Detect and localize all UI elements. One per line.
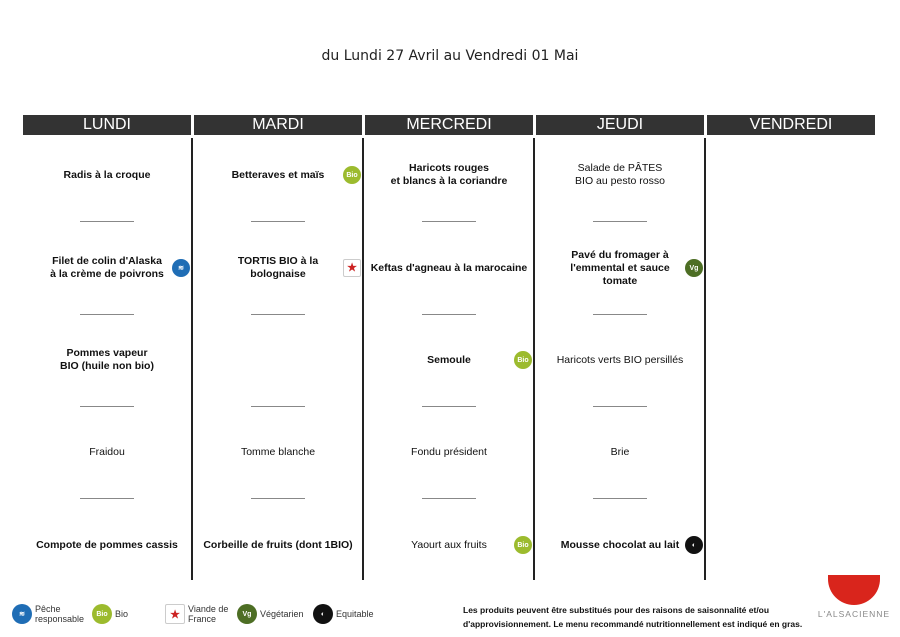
separator: [593, 498, 647, 499]
separator: [251, 406, 305, 407]
separator: [593, 314, 647, 315]
separator: [80, 406, 134, 407]
menu-item-text: Yaourt aux fruits: [411, 538, 487, 551]
menu-item: Betteraves et maïs Bio: [194, 155, 362, 195]
logo-mark: [828, 575, 880, 605]
menu-item-text: Compote de pommes cassis: [36, 538, 178, 551]
menu-item: Yaourt aux fruits Bio: [365, 525, 533, 565]
separator: [251, 498, 305, 499]
legend-label: Bio: [115, 609, 129, 619]
column-divider: [191, 138, 193, 580]
separator: [80, 498, 134, 499]
menu-item: Tomme blanche: [194, 432, 362, 472]
menu-item: Pavé du fromager à l'emmental et sauce t…: [536, 248, 704, 288]
menu-item: TORTIS BIO à la bolognaise ★: [194, 248, 362, 288]
legend-item-bio: Bio Bio: [92, 604, 128, 624]
column-divider: [362, 138, 364, 580]
legend-item-equi: ◐ Equitable: [313, 604, 374, 624]
menu-item-text: Pommes vapeur BIO (huile non bio): [60, 347, 154, 372]
bio-icon: Bio: [343, 166, 361, 184]
legend-item-vf: ★ Viande de France: [165, 604, 228, 624]
separator: [422, 221, 476, 222]
menu-item-text: Tomme blanche: [240, 445, 316, 458]
vege-icon: Vg: [237, 604, 257, 624]
menu-item-text: Filet de colin d'Alaska à la crème de po…: [50, 255, 164, 280]
disclaimer-note: Les produits peuvent être substitués pou…: [463, 605, 803, 629]
menu-item-text: Haricots verts BIO persillés: [556, 353, 684, 366]
separator: [80, 314, 134, 315]
menu-item: Pommes vapeur BIO (huile non bio): [23, 340, 191, 380]
day-header: MERCREDI: [365, 115, 533, 135]
day-column-mercredi: MERCREDI Haricots rouges et blancs à la c…: [365, 115, 535, 580]
legend-item-vege: Vg Végétarien: [237, 604, 304, 624]
menu-item: Fondu président: [365, 432, 533, 472]
day-header: VENDREDI: [707, 115, 875, 135]
menu-item: Semoule Bio: [365, 340, 533, 380]
menu-item: [194, 340, 362, 380]
day-column-mardi: MARDI Betteraves et maïs Bio TORTIS BIO à l…: [194, 115, 364, 580]
bio-icon: Bio: [92, 604, 112, 624]
menu-item: Salade de PÂTES BIO au pesto rosso: [536, 155, 704, 195]
legend-label: Végétarien: [260, 609, 304, 619]
bio-icon: Bio: [514, 536, 532, 554]
menu-item-text: Keftas d'agneau à la marocaine: [370, 261, 528, 274]
legend-label: Pêche responsable: [35, 604, 85, 624]
menu-item-text: Corbeille de fruits (dont 1BIO): [203, 538, 353, 551]
separator: [593, 221, 647, 222]
separator: [422, 314, 476, 315]
menu-item: Corbeille de fruits (dont 1BIO): [194, 525, 362, 565]
page-title: du Lundi 27 Avril au Vendredi 01 Mai: [321, 48, 579, 64]
menu-item: Haricots verts BIO persillés: [536, 340, 704, 380]
day-column-lundi: LUNDI Radis à la croque Filet de colin d'A…: [23, 115, 193, 580]
peche-icon: ≋: [172, 259, 190, 277]
menu-item: Fraidou: [23, 432, 191, 472]
separator: [422, 498, 476, 499]
day-header: JEUDI: [536, 115, 704, 135]
menu-item-text: Mousse chocolat au lait: [560, 538, 680, 551]
menu-item: Keftas d'agneau à la marocaine: [365, 248, 533, 288]
menu-item: Compote de pommes cassis: [23, 525, 191, 565]
menu-item: Haricots rouges et blancs à la coriandre: [365, 155, 533, 195]
column-divider: [533, 138, 535, 580]
day-header: MARDI: [194, 115, 362, 135]
menu-item-text: Haricots rouges et blancs à la coriandre: [390, 162, 508, 187]
bio-icon: Bio: [514, 351, 532, 369]
menu-item-text: TORTIS BIO à la bolognaise: [237, 255, 319, 280]
menu-item-text: Fraidou: [89, 445, 125, 458]
menu-item-text: Pavé du fromager à l'emmental et sauce t…: [570, 248, 670, 287]
vege-icon: Vg: [685, 259, 703, 277]
equi-icon: ◐: [685, 536, 703, 554]
separator: [422, 406, 476, 407]
menu-item-text: Betteraves et maïs: [231, 168, 325, 181]
menu-item-text: Brie: [610, 445, 630, 458]
peche-icon: ≋: [12, 604, 32, 624]
separator: [251, 221, 305, 222]
menu-item-text: Semoule: [427, 353, 471, 366]
menu-item: Mousse chocolat au lait ◐: [536, 525, 704, 565]
legend-label: Viande de France: [188, 604, 229, 624]
equi-icon: ◐: [313, 604, 333, 624]
column-divider: [704, 138, 706, 580]
logo-text: L'ALSACIENNE: [817, 609, 891, 619]
menu-item-text: Radis à la croque: [63, 168, 151, 181]
menu-item: Filet de colin d'Alaska à la crème de po…: [23, 248, 191, 288]
separator: [80, 221, 134, 222]
logo: L'ALSACIENNE: [814, 575, 894, 619]
menu-item-text: Fondu président: [411, 445, 487, 458]
legend-item-peche: ≋ Pêche responsable: [12, 604, 84, 624]
day-column-jeudi: JEUDI Salade de PÂTES BIO au pesto rosso P…: [536, 115, 706, 580]
day-column-vendredi: VENDREDI: [707, 115, 875, 135]
menu-item: Radis à la croque: [23, 155, 191, 195]
menu-item: Brie: [536, 432, 704, 472]
separator: [593, 406, 647, 407]
vf-icon: ★: [165, 604, 185, 624]
menu-item-text: Salade de PÂTES BIO au pesto rosso: [575, 162, 665, 187]
day-header: LUNDI: [23, 115, 191, 135]
vf-icon: ★: [343, 259, 361, 277]
separator: [251, 314, 305, 315]
legend-label: Equitable: [336, 609, 374, 619]
